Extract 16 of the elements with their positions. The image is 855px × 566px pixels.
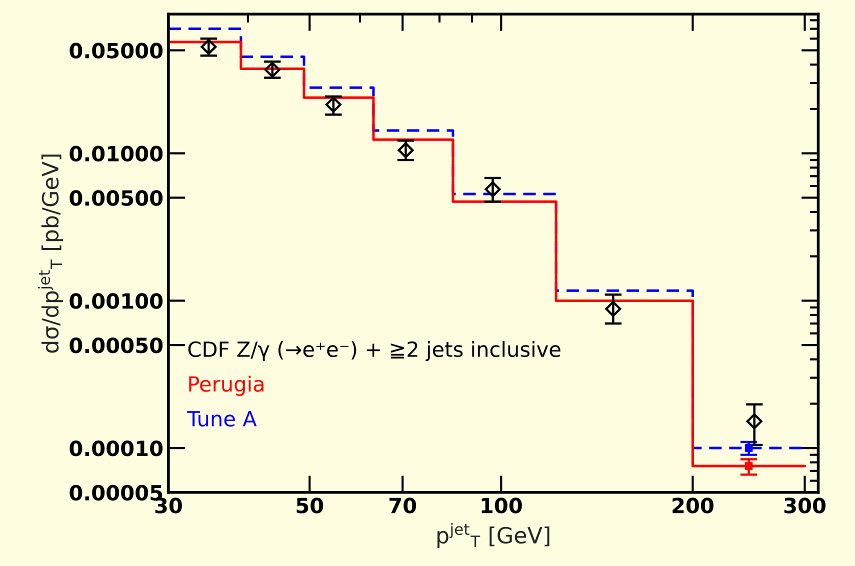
x-tick-label: 50 <box>296 498 324 514</box>
y-tick-label: 0.00010 <box>70 440 163 456</box>
x-axis-title: p$^{jet}$$_{T}$ [GeV] <box>437 523 550 548</box>
y-tick-label: 0.00100 <box>70 293 163 309</box>
legend-label: CDF Z/γ (→e⁺e⁻) + ≧2 jets inclusive <box>188 340 560 362</box>
y-tick-label: 0.05000 <box>70 42 163 59</box>
y-tick-label: 0.00050 <box>70 338 163 354</box>
y-tick-label: 0.01000 <box>70 146 163 162</box>
x-tick-label: 100 <box>482 498 522 514</box>
text: Perugia <box>189 376 264 396</box>
x-tick-label: 70 <box>389 498 416 514</box>
x-tick-label: 200 <box>672 498 714 514</box>
y-tick-label: 0.00500 <box>70 190 163 206</box>
y-axis-title: dσ/dp$^{jet}$$_{T}$ [pb/GeV] <box>38 154 63 353</box>
text: Tune A <box>187 411 257 427</box>
x-tick-label: 300 <box>784 498 826 514</box>
